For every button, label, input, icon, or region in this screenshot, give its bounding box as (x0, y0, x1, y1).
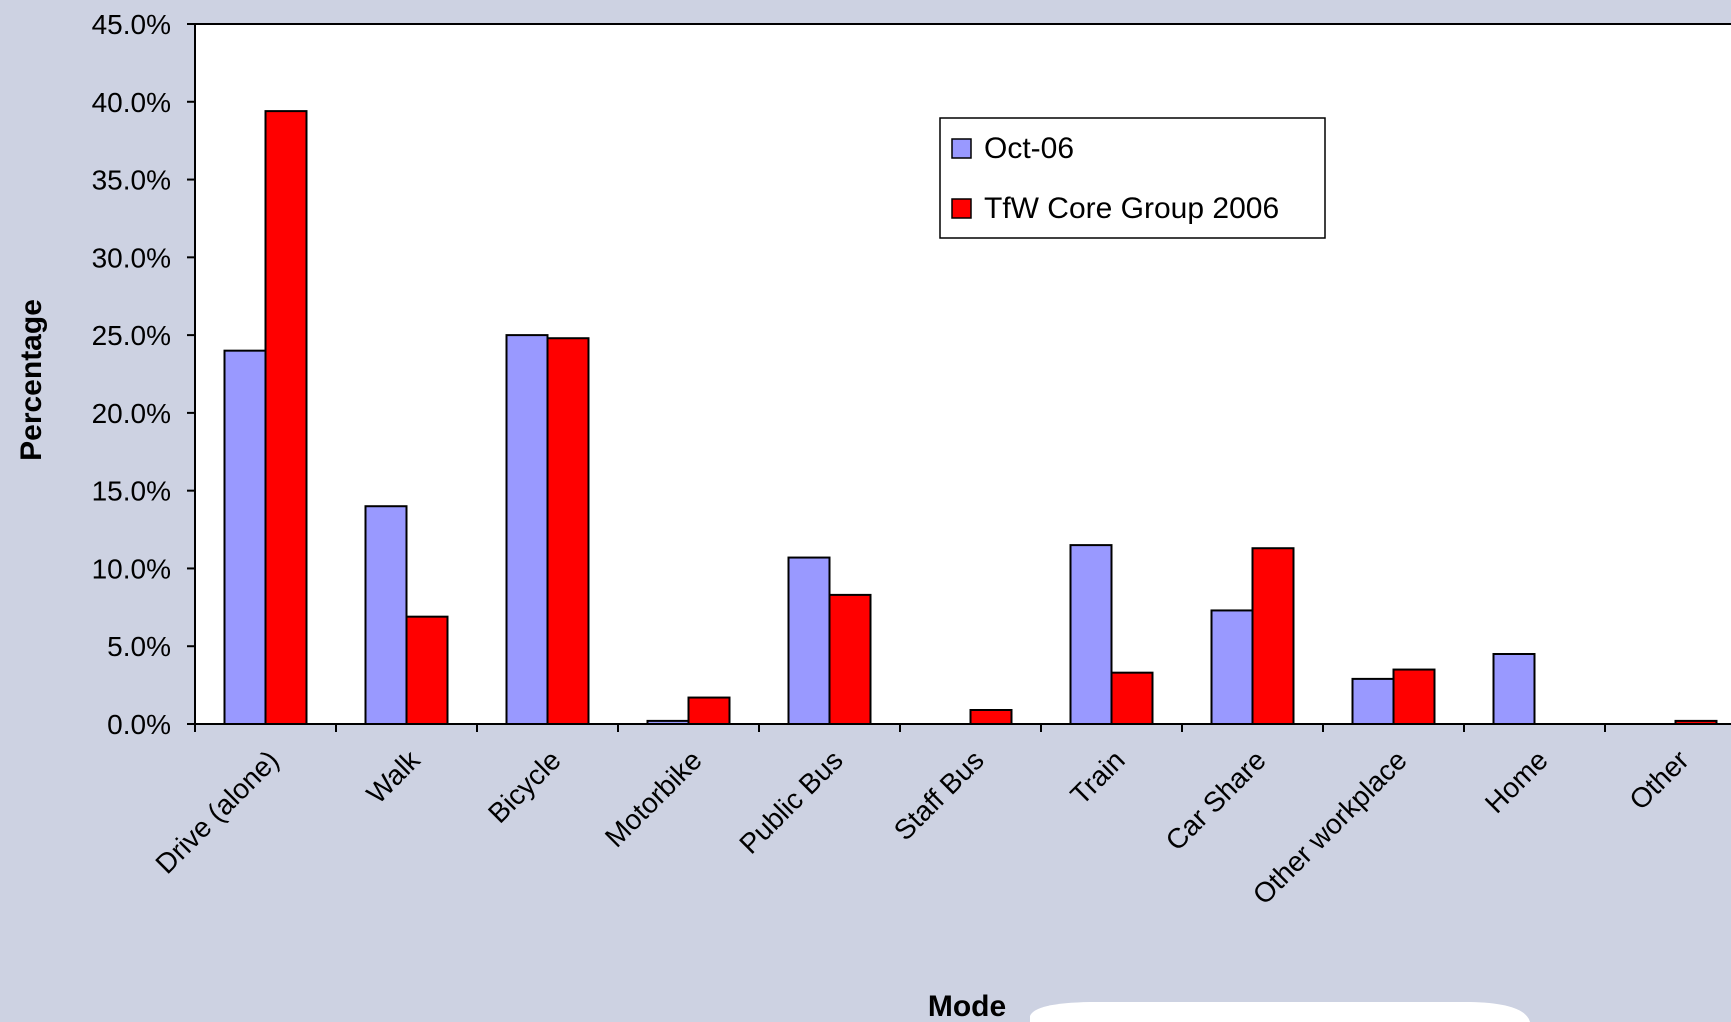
bar-tfw-core-group-2006-car-share (1251, 547, 1295, 725)
bar-tfw-core-group-2006-train (1110, 671, 1154, 726)
bar-oct-06-home (1492, 653, 1536, 725)
legend-label-oct-06: Oct-06 (984, 132, 1074, 165)
y-tick-label: 15.0% (92, 476, 171, 507)
y-axis-ticks: 0.0% 5.0% 10.0% 15.0% 20.0% 25.0% 30.0% 35.0% 40… (92, 9, 195, 740)
bar-oct-06-public-bus (787, 556, 831, 725)
bar-tfw-core-group-2006-motorbike (687, 696, 731, 725)
bar-oct-06-drive-alone (223, 349, 267, 725)
legend-swatch-tfw-core-group-2006 (951, 198, 972, 219)
x-axis-ticks (194, 724, 1606, 732)
bar-tfw-core-group-2006-other-workplace (1392, 668, 1436, 725)
x-axis-title: Mode (928, 990, 1006, 1022)
legend-box (939, 117, 1326, 239)
bar-oct-06-other-workplace (1351, 677, 1395, 726)
y-tick-label: 25.0% (92, 320, 171, 351)
bar-tfw-core-group-2006-bicycle (546, 337, 590, 725)
y-tick-label: 45.0% (92, 9, 171, 40)
legend: Oct-06 TfW Core Group 2006 (939, 117, 1326, 239)
y-tick-label: 5.0% (107, 631, 171, 662)
y-tick-label: 40.0% (92, 87, 171, 118)
legend-label-tfw-core-group-2006: TfW Core Group 2006 (984, 192, 1279, 225)
bar-oct-06-walk (364, 505, 408, 725)
bar-series (223, 110, 1718, 726)
bar-tfw-core-group-2006-other (1674, 719, 1718, 726)
y-axis-title: Percentage (15, 299, 48, 461)
bar-oct-06-motorbike (646, 719, 690, 726)
y-tick-label: 10.0% (92, 553, 171, 584)
y-tick-label: 20.0% (92, 398, 171, 429)
bar-tfw-core-group-2006-drive-alone (264, 110, 308, 726)
y-tick-label: 30.0% (92, 242, 171, 273)
bar-tfw-core-group-2006-staff-bus (969, 709, 1013, 725)
bar-oct-06-car-share (1210, 609, 1254, 726)
bar-tfw-core-group-2006-public-bus (828, 593, 872, 726)
bar-oct-06-bicycle (505, 334, 549, 725)
y-tick-label: 35.0% (92, 165, 171, 196)
y-tick-label: 0.0% (107, 709, 171, 740)
bottom-panel-shape (1030, 1002, 1530, 1022)
bar-oct-06-train (1069, 544, 1113, 725)
legend-swatch-oct-06 (951, 138, 972, 159)
bar-tfw-core-group-2006-walk (405, 615, 449, 726)
